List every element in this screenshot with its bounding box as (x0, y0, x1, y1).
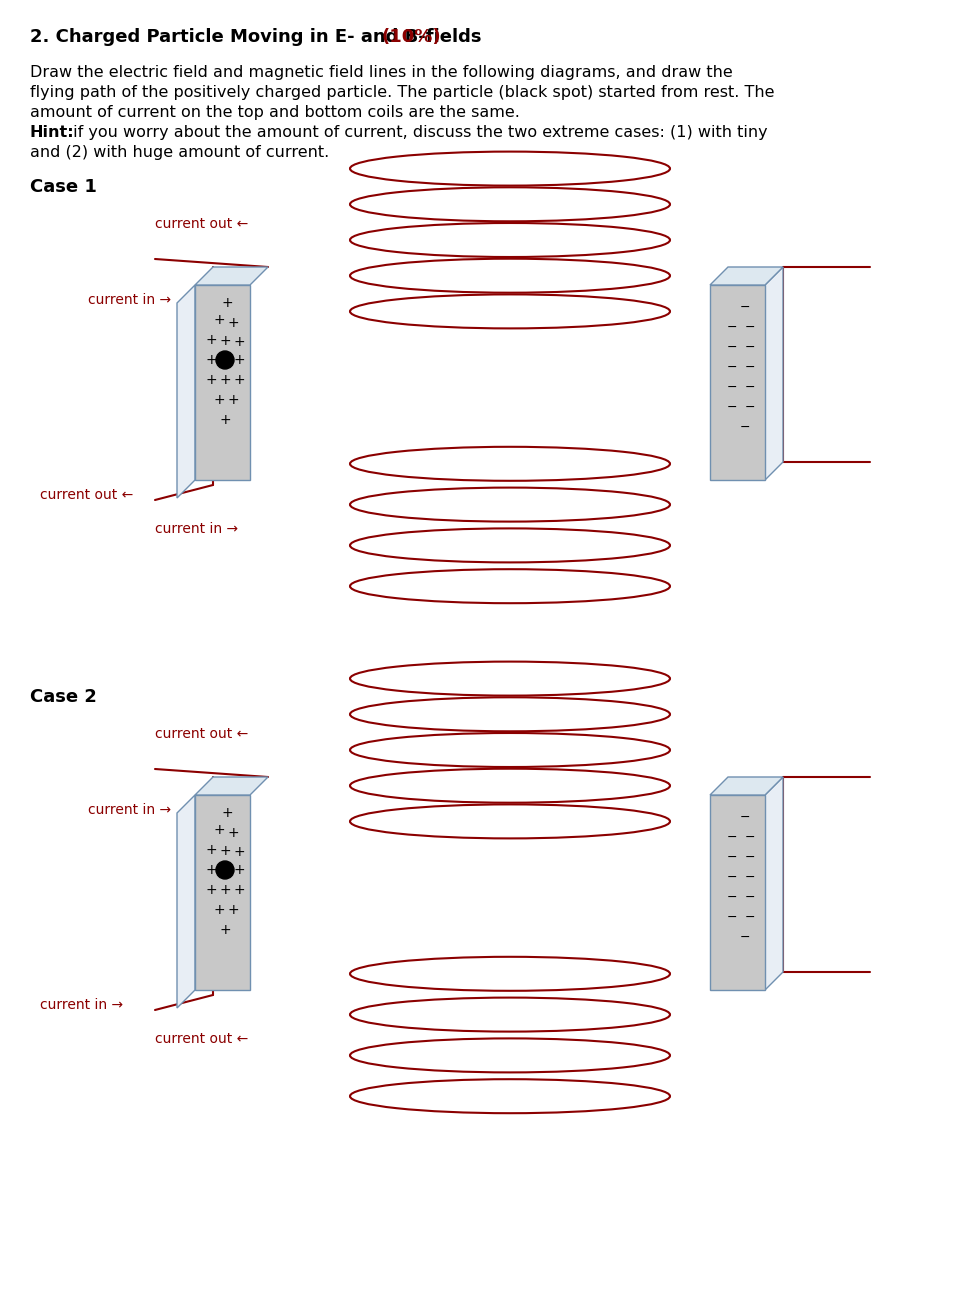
Text: −: − (727, 910, 738, 923)
Text: current in →: current in → (40, 997, 124, 1012)
Text: −: − (744, 341, 755, 354)
Text: Draw the electric field and magnetic field lines in the following diagrams, and : Draw the electric field and magnetic fie… (30, 65, 733, 80)
Text: +: + (214, 903, 225, 917)
Polygon shape (710, 777, 783, 795)
Text: −: − (744, 851, 755, 864)
Text: +: + (233, 353, 245, 367)
Text: −: − (744, 401, 755, 414)
Polygon shape (195, 267, 268, 285)
Text: Case 2: Case 2 (30, 687, 97, 706)
Text: −: − (744, 870, 755, 883)
Text: current out ←: current out ← (155, 728, 248, 741)
Text: amount of current on the top and bottom coils are the same.: amount of current on the top and bottom … (30, 105, 520, 121)
Text: if you worry about the amount of current, discuss the two extreme cases: (1) wit: if you worry about the amount of current… (68, 125, 767, 140)
Text: +: + (233, 863, 245, 877)
Text: −: − (740, 301, 750, 314)
Text: −: − (727, 851, 738, 864)
Polygon shape (195, 777, 268, 795)
Text: +: + (205, 843, 217, 857)
Text: +: + (219, 883, 231, 898)
Polygon shape (195, 285, 250, 480)
Text: −: − (744, 361, 755, 374)
Polygon shape (765, 777, 783, 990)
Text: −: − (727, 401, 738, 414)
Text: −: − (740, 930, 750, 943)
Polygon shape (710, 795, 765, 990)
Text: 2. Charged Particle Moving in E- and B-fields: 2. Charged Particle Moving in E- and B-f… (30, 29, 488, 45)
Polygon shape (710, 267, 783, 285)
Text: −: − (727, 870, 738, 883)
Text: +: + (219, 844, 231, 859)
Text: −: − (727, 830, 738, 843)
Text: −: − (744, 830, 755, 843)
Text: current in →: current in → (88, 293, 171, 307)
Circle shape (216, 351, 234, 370)
Text: +: + (227, 393, 239, 407)
Text: (10%): (10%) (382, 29, 442, 45)
Text: +: + (227, 826, 239, 840)
Text: current out ←: current out ← (155, 217, 248, 231)
Text: and (2) with huge amount of current.: and (2) with huge amount of current. (30, 145, 330, 160)
Text: current in →: current in → (88, 803, 171, 817)
Text: +: + (219, 412, 231, 427)
Polygon shape (177, 285, 195, 498)
Text: −: − (727, 320, 738, 333)
Text: −: − (744, 891, 755, 904)
Text: +: + (221, 296, 233, 310)
Text: current out ←: current out ← (155, 1032, 248, 1045)
Text: +: + (233, 374, 245, 387)
Text: Case 1: Case 1 (30, 178, 97, 196)
Text: +: + (214, 393, 225, 407)
Text: −: − (740, 811, 750, 824)
Text: +: + (219, 374, 231, 387)
Text: Hint:: Hint: (30, 125, 75, 140)
Polygon shape (195, 795, 250, 990)
Text: +: + (205, 883, 217, 898)
Text: −: − (727, 891, 738, 904)
Polygon shape (765, 267, 783, 480)
Text: +: + (221, 805, 233, 820)
Text: +: + (227, 316, 239, 329)
Text: +: + (219, 335, 231, 348)
Text: +: + (205, 863, 217, 877)
Text: +: + (214, 313, 225, 327)
Text: −: − (744, 910, 755, 923)
Polygon shape (177, 795, 195, 1008)
Text: +: + (205, 353, 217, 367)
Text: +: + (233, 883, 245, 898)
Text: +: + (233, 846, 245, 859)
Text: −: − (740, 420, 750, 433)
Text: +: + (219, 923, 231, 936)
Text: −: − (727, 341, 738, 354)
Text: +: + (205, 374, 217, 387)
Text: −: − (727, 361, 738, 374)
Circle shape (216, 861, 234, 879)
Text: +: + (227, 903, 239, 917)
Text: current in →: current in → (155, 521, 239, 536)
Text: flying path of the positively charged particle. The particle (black spot) starte: flying path of the positively charged pa… (30, 86, 774, 100)
Polygon shape (710, 285, 765, 480)
Text: −: − (744, 320, 755, 333)
Text: +: + (205, 333, 217, 348)
Text: current out ←: current out ← (40, 488, 133, 502)
Text: +: + (214, 824, 225, 837)
Text: −: − (744, 380, 755, 393)
Text: +: + (233, 335, 245, 349)
Text: −: − (727, 380, 738, 393)
